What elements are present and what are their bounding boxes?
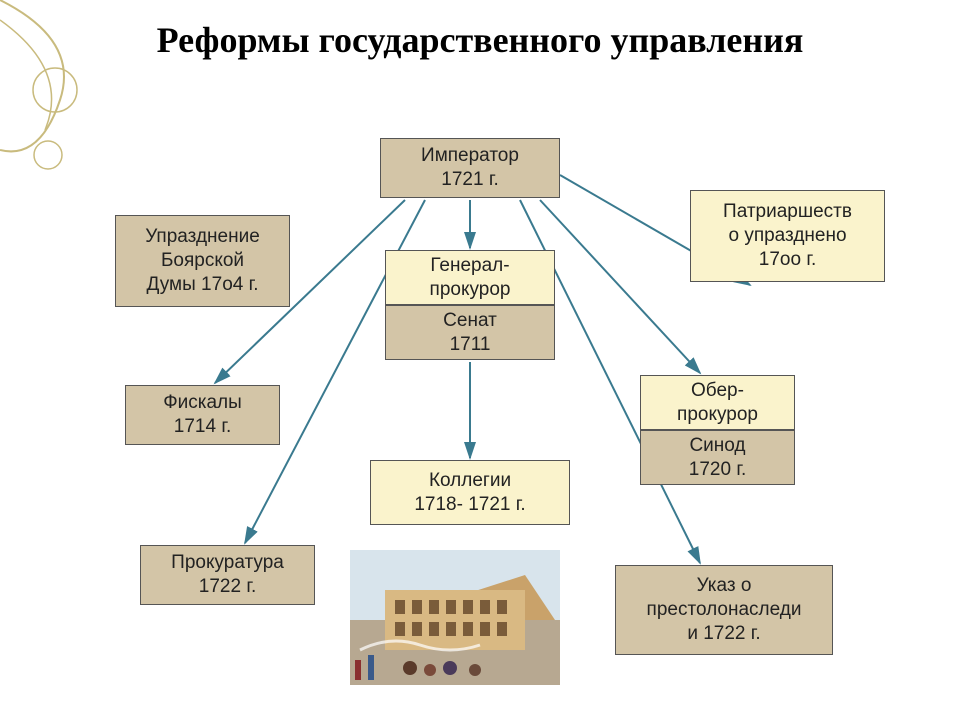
node-label-line: Думы 17о4 г. — [146, 273, 258, 297]
node-label-line: Синод — [689, 434, 745, 458]
node-label-line: престолонаследи — [647, 598, 802, 622]
node-label-line: 1718- 1721 г. — [414, 493, 525, 517]
node-label-line: Генерал- — [430, 254, 509, 278]
node-label-line: Указ о — [697, 574, 752, 598]
node-label-line: прокурор — [677, 403, 758, 427]
node-label-line: Сенат — [443, 309, 497, 333]
node-label-line: 1711 — [450, 333, 491, 357]
node-label-line: 1722 г. — [199, 575, 256, 599]
node-genprok: Генерал-прокурор — [385, 250, 555, 305]
node-collegia: Коллегии1718- 1721 г. — [370, 460, 570, 525]
edge-emperor-oberprok — [540, 200, 700, 373]
node-label-line: о упразднено — [728, 224, 846, 248]
building-illustration — [350, 550, 560, 685]
node-senate: Сенат1711 — [385, 305, 555, 360]
node-label-line: Прокуратура — [171, 551, 284, 575]
node-label-line: Фискалы — [163, 391, 242, 415]
node-duma: УпразднениеБоярскойДумы 17о4 г. — [115, 215, 290, 307]
node-fiscals: Фискалы1714 г. — [125, 385, 280, 445]
node-label-line: 1720 г. — [689, 458, 746, 482]
node-decree: Указ опрестолонаследии 1722 г. — [615, 565, 833, 655]
node-label-line: Упразднение — [145, 225, 260, 249]
node-oberprok: Обер-прокурор — [640, 375, 795, 430]
slide-title: Реформы государственного управления — [0, 20, 960, 61]
node-label-line: Обер- — [691, 379, 744, 403]
node-label-line: Патриаршеств — [723, 200, 852, 224]
node-label-line: 17оо г. — [759, 248, 816, 272]
node-label-line: Боярской — [161, 249, 244, 273]
node-label-line: прокурор — [430, 278, 511, 302]
node-label-line: Коллегии — [429, 469, 511, 493]
node-label-line: и 1722 г. — [687, 622, 760, 646]
node-emperor: Император1721 г. — [380, 138, 560, 198]
node-label-line: Император — [421, 144, 519, 168]
node-synod: Синод1720 г. — [640, 430, 795, 485]
node-procuracy: Прокуратура1722 г. — [140, 545, 315, 605]
node-label-line: 1721 г. — [441, 168, 498, 192]
node-patriarch: Патриаршество упразднено17оо г. — [690, 190, 885, 282]
node-label-line: 1714 г. — [174, 415, 231, 439]
